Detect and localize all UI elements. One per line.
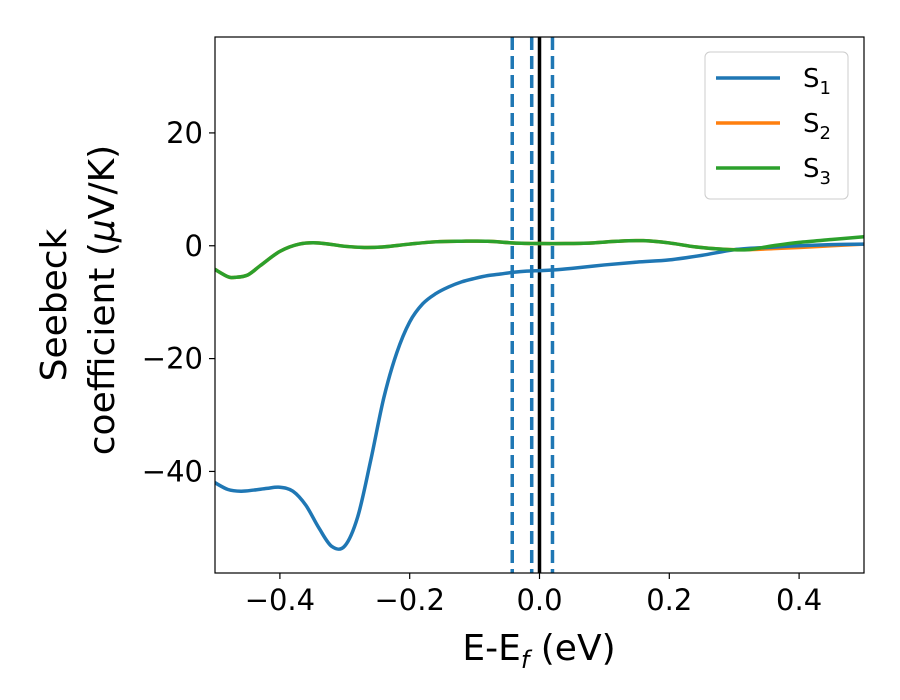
y-tick-label: 0 — [185, 229, 203, 263]
x-tick-label: 0.2 — [646, 583, 692, 617]
legend: S1 S2 S3 — [704, 51, 849, 200]
y-tick-label: −20 — [142, 342, 203, 376]
y-tick-label: 20 — [166, 116, 203, 150]
x-tick-label: −0.2 — [374, 583, 444, 617]
y-axis-title-mu: μ — [82, 219, 123, 243]
y-axis-title-line2-post: V/K) — [82, 145, 123, 219]
series-line-s3 — [215, 234, 864, 280]
series-lines — [215, 234, 864, 551]
y-axis-title-line2-pre: coefficient ( — [82, 242, 123, 455]
series-line-s1 — [215, 242, 864, 551]
x-axis-title-unit: (eV) — [529, 628, 615, 669]
y-axis-title-line2: coefficient (μV/K) — [82, 145, 123, 455]
x-axis-ticks: −0.4 −0.2 0.0 0.2 0.4 — [245, 573, 822, 617]
legend-label-s2: S2 — [803, 109, 831, 144]
x-axis-title-main: E-E — [462, 628, 520, 669]
y-tick-label: −40 — [142, 454, 203, 488]
legend-label-s3: S3 — [803, 154, 831, 189]
legend-box — [704, 51, 849, 200]
x-tick-label: −0.4 — [245, 583, 315, 617]
x-tick-label: 0.4 — [776, 583, 822, 617]
vertical-lines — [510, 37, 555, 573]
legend-entries: S1 S2 S3 — [716, 64, 831, 189]
y-axis-ticks: −40 −20 0 20 — [142, 116, 215, 488]
legend-label-s1: S1 — [803, 64, 831, 99]
y-axis-title-line1: Seebeck — [34, 228, 75, 381]
x-axis-title: E-Ef (eV) — [462, 628, 615, 674]
x-tick-label: 0.0 — [516, 583, 562, 617]
